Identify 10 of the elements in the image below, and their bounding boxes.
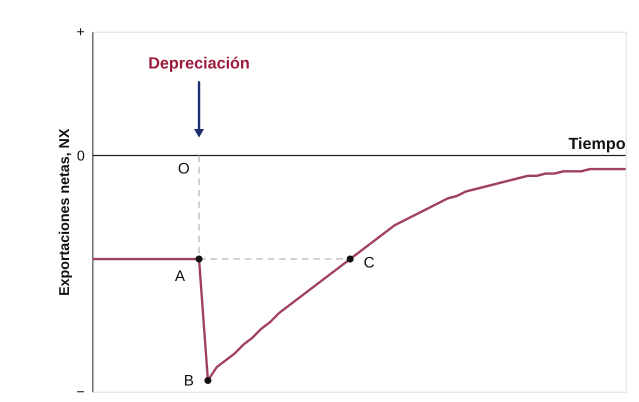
annotation: A [174,268,186,285]
text: + [76,24,85,41]
annotation: C [364,254,375,272]
y-axis-title: Exportaciones netas, NX [57,128,74,296]
annotation: B [184,372,194,390]
text: 0 [76,148,85,164]
x-axis-title: Tiempo [568,134,626,153]
text: − [76,384,85,401]
text: Depreciación [148,54,250,73]
annotation: O [178,160,190,178]
